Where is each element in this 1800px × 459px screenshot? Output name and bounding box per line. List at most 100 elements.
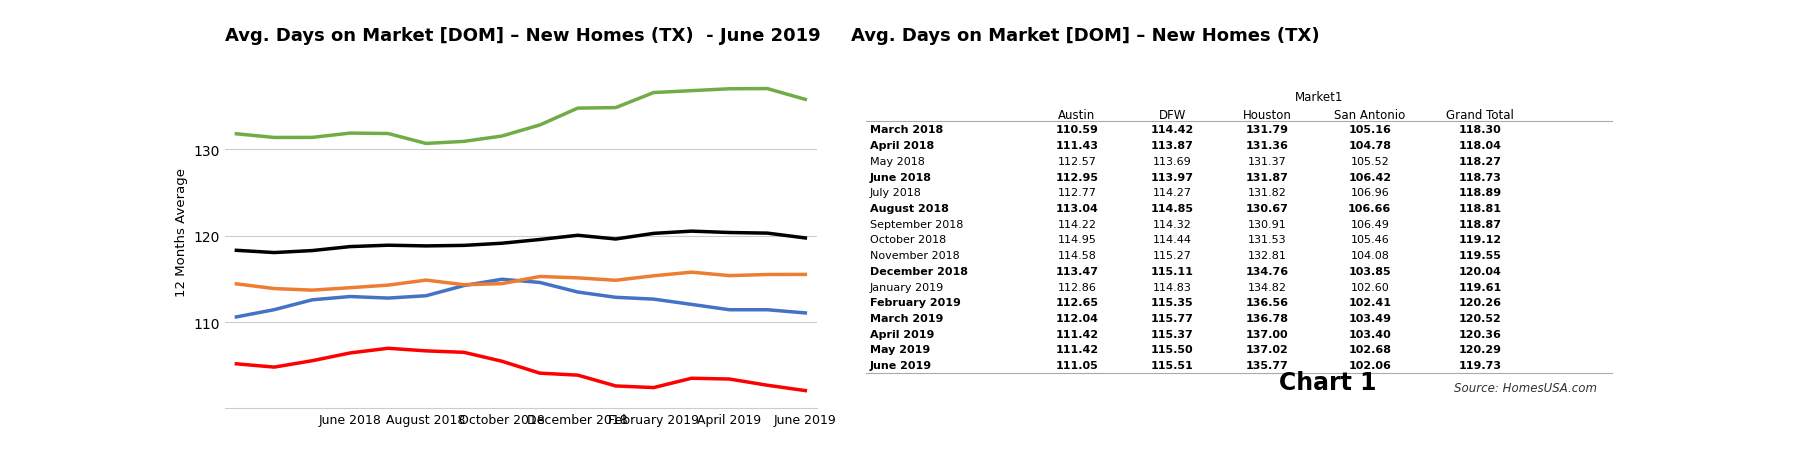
Text: 113.04: 113.04 bbox=[1055, 203, 1098, 213]
Text: 120.04: 120.04 bbox=[1458, 266, 1501, 276]
Text: 106.42: 106.42 bbox=[1348, 172, 1391, 182]
Text: 102.60: 102.60 bbox=[1350, 282, 1390, 292]
Text: 134.76: 134.76 bbox=[1246, 266, 1289, 276]
Text: 111.42: 111.42 bbox=[1055, 329, 1098, 339]
Text: 135.77: 135.77 bbox=[1246, 360, 1289, 370]
Text: 115.37: 115.37 bbox=[1150, 329, 1193, 339]
Text: 103.85: 103.85 bbox=[1348, 266, 1391, 276]
Text: Houston: Houston bbox=[1242, 109, 1292, 122]
Text: 105.16: 105.16 bbox=[1348, 125, 1391, 135]
Text: 114.27: 114.27 bbox=[1152, 188, 1192, 198]
Text: 111.43: 111.43 bbox=[1055, 141, 1098, 151]
Text: May 2019: May 2019 bbox=[869, 345, 931, 355]
Text: 106.49: 106.49 bbox=[1350, 219, 1390, 229]
Text: 104.08: 104.08 bbox=[1350, 251, 1390, 261]
Text: September 2018: September 2018 bbox=[869, 219, 963, 229]
Text: 130.91: 130.91 bbox=[1247, 219, 1287, 229]
Text: 118.04: 118.04 bbox=[1458, 141, 1501, 151]
Text: February 2019: February 2019 bbox=[869, 297, 961, 308]
Text: 103.49: 103.49 bbox=[1348, 313, 1391, 323]
Text: June 2019: June 2019 bbox=[869, 360, 932, 370]
Text: 102.68: 102.68 bbox=[1348, 345, 1391, 355]
Text: Avg. Days on Market [DOM] – New Homes (TX)  - June 2019: Avg. Days on Market [DOM] – New Homes (T… bbox=[225, 27, 821, 45]
Text: 103.40: 103.40 bbox=[1348, 329, 1391, 339]
Text: 113.97: 113.97 bbox=[1150, 172, 1193, 182]
Text: 112.77: 112.77 bbox=[1057, 188, 1096, 198]
Text: December 2018: December 2018 bbox=[869, 266, 968, 276]
Text: 130.67: 130.67 bbox=[1246, 203, 1289, 213]
Text: 102.41: 102.41 bbox=[1348, 297, 1391, 308]
Text: April 2019: April 2019 bbox=[869, 329, 934, 339]
Text: 136.78: 136.78 bbox=[1246, 313, 1289, 323]
Text: 114.95: 114.95 bbox=[1057, 235, 1096, 245]
Text: 115.35: 115.35 bbox=[1150, 297, 1193, 308]
Text: 119.61: 119.61 bbox=[1458, 282, 1501, 292]
Text: November 2018: November 2018 bbox=[869, 251, 959, 261]
Text: 114.83: 114.83 bbox=[1152, 282, 1192, 292]
Text: Austin: Austin bbox=[1058, 109, 1096, 122]
Text: 131.79: 131.79 bbox=[1246, 125, 1289, 135]
Text: 114.58: 114.58 bbox=[1057, 251, 1096, 261]
Text: 105.52: 105.52 bbox=[1350, 157, 1390, 167]
Text: Avg. Days on Market [DOM] – New Homes (TX): Avg. Days on Market [DOM] – New Homes (T… bbox=[851, 27, 1319, 45]
Text: 114.22: 114.22 bbox=[1057, 219, 1096, 229]
Text: 115.11: 115.11 bbox=[1150, 266, 1193, 276]
Text: 115.27: 115.27 bbox=[1152, 251, 1192, 261]
Text: 112.86: 112.86 bbox=[1057, 282, 1096, 292]
Text: Source: HomesUSA.com: Source: HomesUSA.com bbox=[1454, 381, 1597, 394]
Text: 112.04: 112.04 bbox=[1055, 313, 1098, 323]
Text: April 2018: April 2018 bbox=[869, 141, 934, 151]
Text: 137.02: 137.02 bbox=[1246, 345, 1289, 355]
Text: 136.56: 136.56 bbox=[1246, 297, 1289, 308]
Text: 106.96: 106.96 bbox=[1350, 188, 1390, 198]
Text: 111.05: 111.05 bbox=[1055, 360, 1098, 370]
Text: 115.50: 115.50 bbox=[1150, 345, 1193, 355]
Text: March 2019: March 2019 bbox=[869, 313, 943, 323]
Text: 115.77: 115.77 bbox=[1150, 313, 1193, 323]
Text: 120.29: 120.29 bbox=[1458, 345, 1501, 355]
Y-axis label: 12 Months Average: 12 Months Average bbox=[175, 168, 187, 296]
Text: Chart 1: Chart 1 bbox=[1280, 370, 1377, 394]
Text: DFW: DFW bbox=[1159, 109, 1186, 122]
Text: 120.52: 120.52 bbox=[1458, 313, 1501, 323]
Text: 131.37: 131.37 bbox=[1247, 157, 1287, 167]
Text: 118.73: 118.73 bbox=[1458, 172, 1501, 182]
Text: 134.82: 134.82 bbox=[1247, 282, 1287, 292]
Text: 118.87: 118.87 bbox=[1458, 219, 1501, 229]
Text: July 2018: July 2018 bbox=[869, 188, 922, 198]
Text: 115.51: 115.51 bbox=[1150, 360, 1193, 370]
Text: 132.81: 132.81 bbox=[1247, 251, 1287, 261]
Text: 120.36: 120.36 bbox=[1458, 329, 1501, 339]
Text: June 2018: June 2018 bbox=[869, 172, 932, 182]
Text: 131.82: 131.82 bbox=[1247, 188, 1287, 198]
Text: Market1: Market1 bbox=[1296, 90, 1343, 103]
Text: 113.47: 113.47 bbox=[1055, 266, 1098, 276]
Text: Grand Total: Grand Total bbox=[1445, 109, 1514, 122]
Text: 119.73: 119.73 bbox=[1458, 360, 1501, 370]
Text: August 2018: August 2018 bbox=[869, 203, 949, 213]
Text: 131.36: 131.36 bbox=[1246, 141, 1289, 151]
Text: 113.69: 113.69 bbox=[1152, 157, 1192, 167]
Text: San Antonio: San Antonio bbox=[1334, 109, 1406, 122]
Text: 114.42: 114.42 bbox=[1150, 125, 1193, 135]
Text: 112.95: 112.95 bbox=[1055, 172, 1098, 182]
Text: 118.89: 118.89 bbox=[1458, 188, 1501, 198]
Text: 104.78: 104.78 bbox=[1348, 141, 1391, 151]
Text: March 2018: March 2018 bbox=[869, 125, 943, 135]
Text: 118.30: 118.30 bbox=[1458, 125, 1501, 135]
Text: January 2019: January 2019 bbox=[869, 282, 945, 292]
Text: 114.44: 114.44 bbox=[1152, 235, 1192, 245]
Text: 114.85: 114.85 bbox=[1150, 203, 1193, 213]
Text: 112.65: 112.65 bbox=[1055, 297, 1098, 308]
Text: 119.55: 119.55 bbox=[1458, 251, 1501, 261]
Text: 118.27: 118.27 bbox=[1458, 157, 1501, 167]
Text: 114.32: 114.32 bbox=[1152, 219, 1192, 229]
Text: 111.42: 111.42 bbox=[1055, 345, 1098, 355]
Text: 131.87: 131.87 bbox=[1246, 172, 1289, 182]
Text: 118.81: 118.81 bbox=[1458, 203, 1501, 213]
Text: October 2018: October 2018 bbox=[869, 235, 947, 245]
Text: 105.46: 105.46 bbox=[1350, 235, 1390, 245]
Text: 137.00: 137.00 bbox=[1246, 329, 1289, 339]
Text: 106.66: 106.66 bbox=[1348, 203, 1391, 213]
Text: 119.12: 119.12 bbox=[1458, 235, 1501, 245]
